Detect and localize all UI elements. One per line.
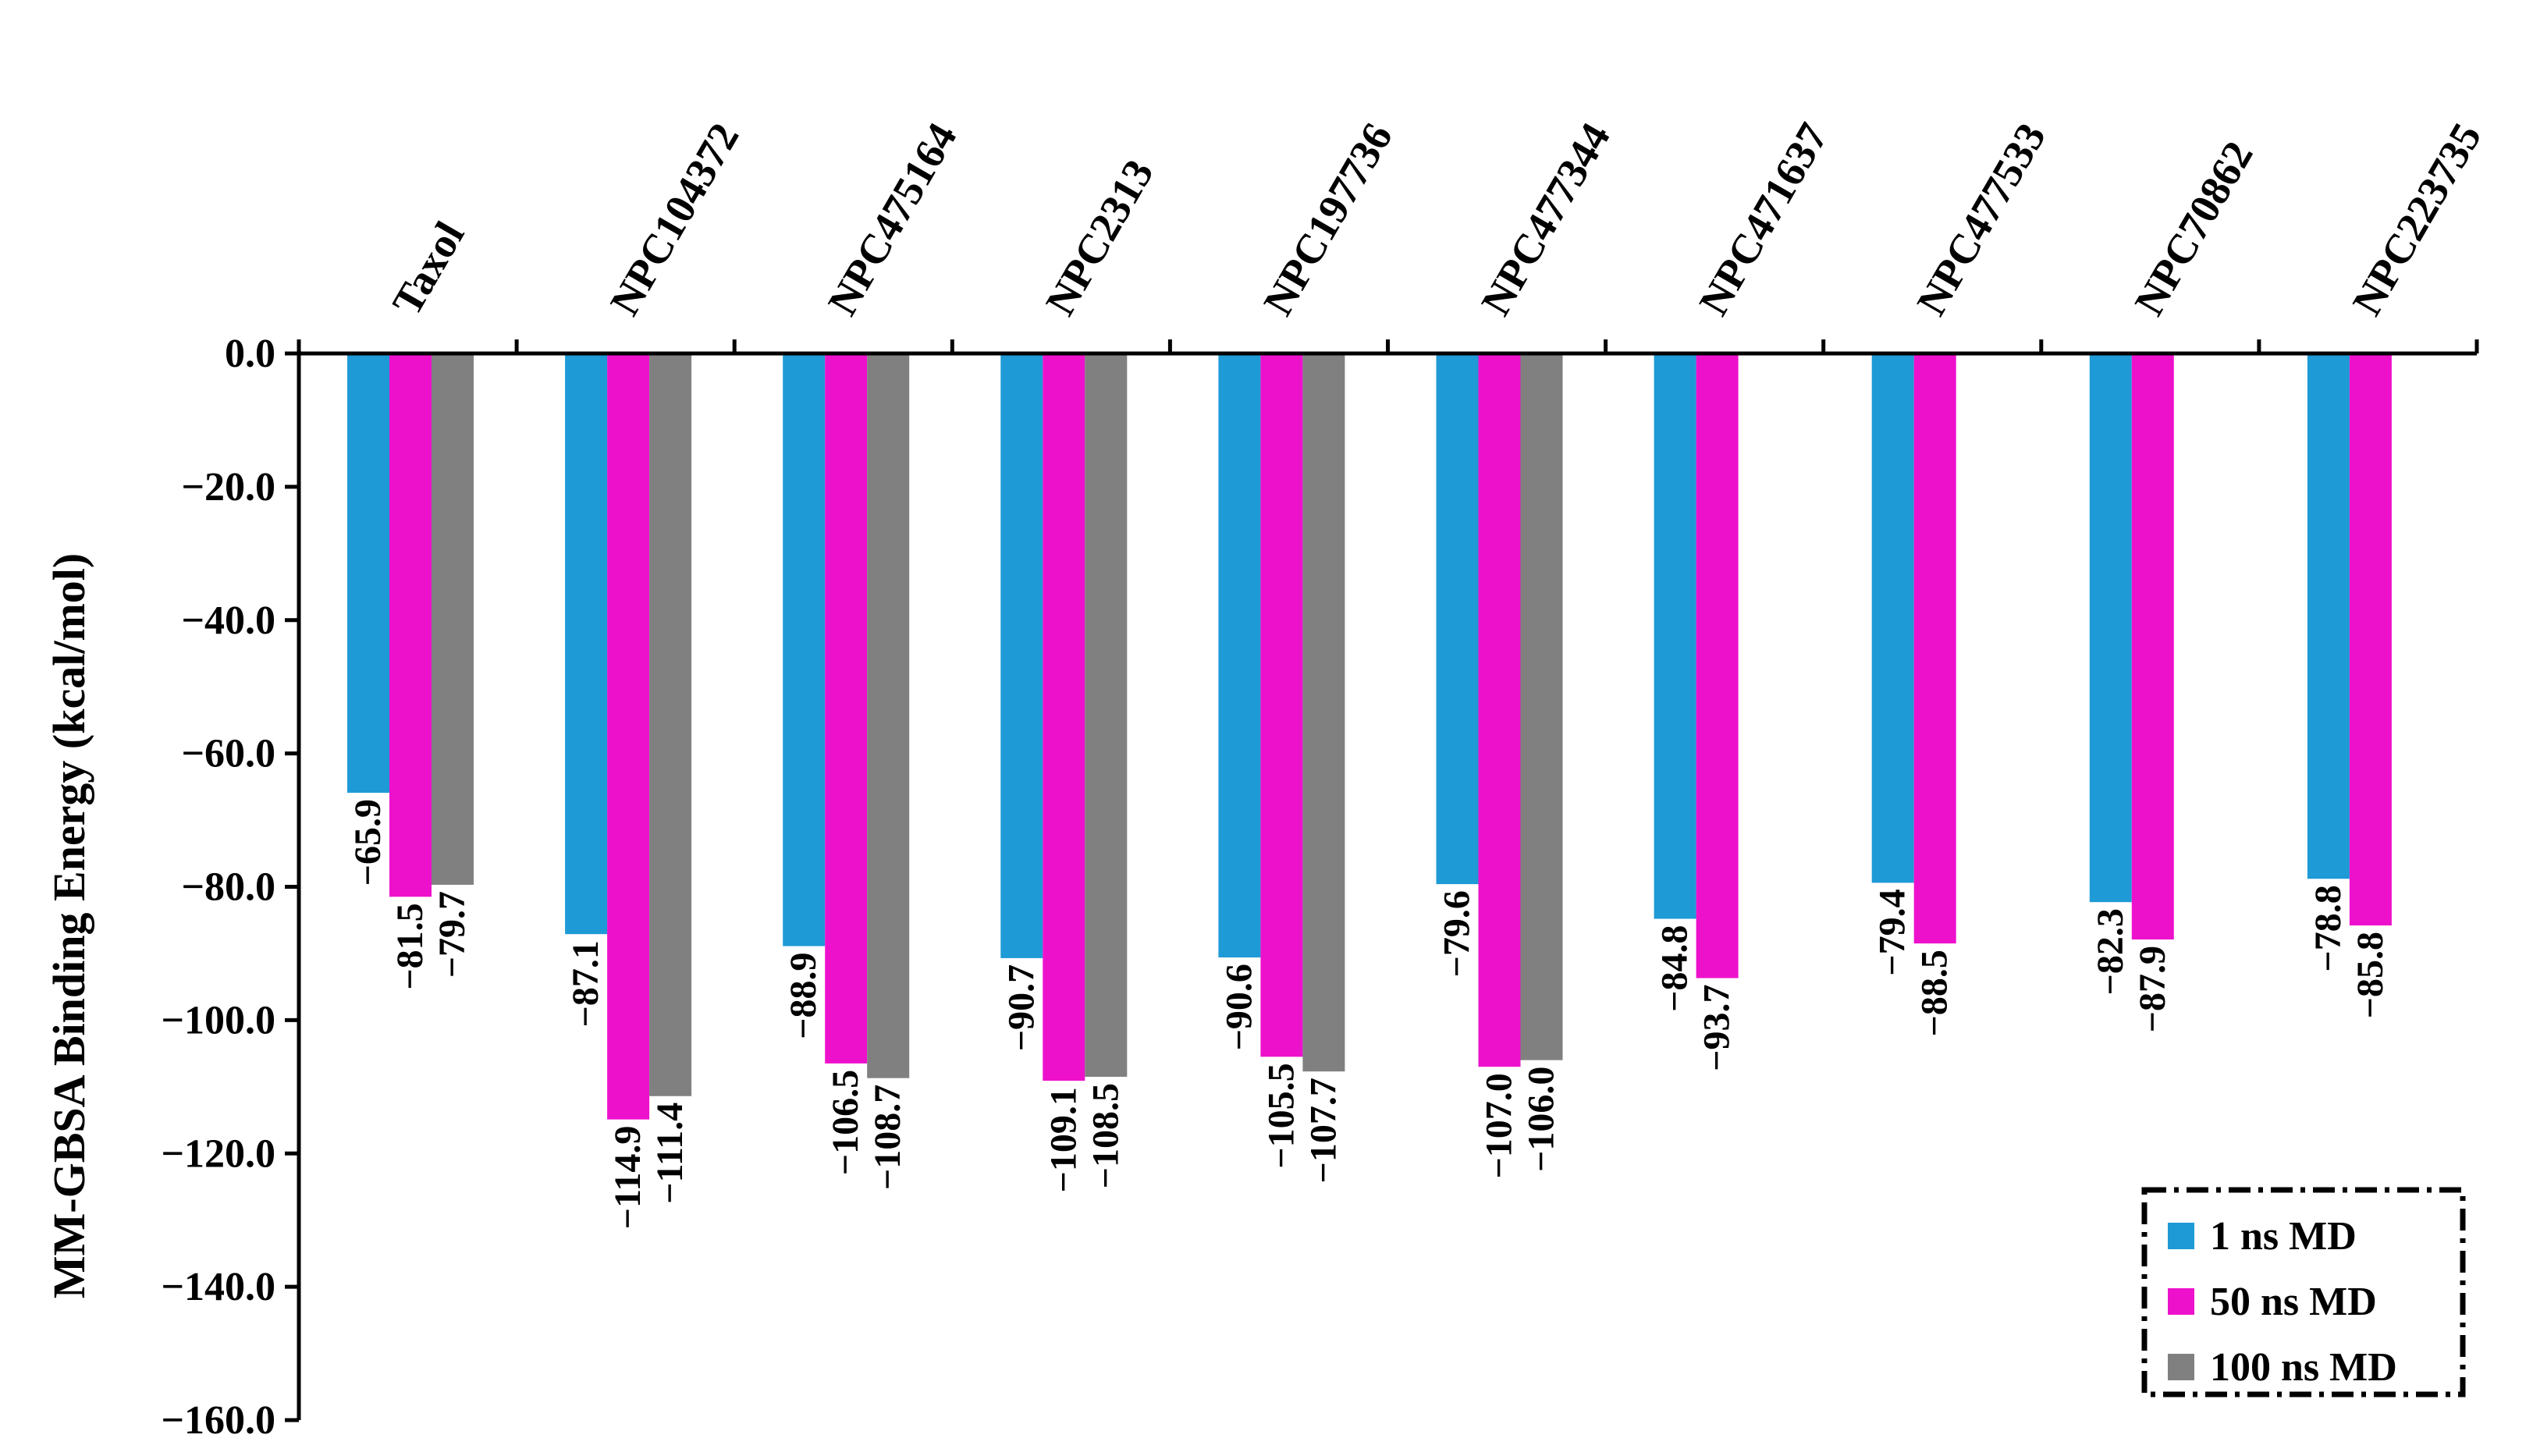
data-label: −90.7 (1000, 964, 1042, 1051)
data-label: −105.5 (1260, 1063, 1302, 1168)
data-label: −90.6 (1218, 964, 1259, 1050)
legend-swatch (2168, 1354, 2194, 1380)
y-tick-label: −160.0 (161, 1398, 275, 1443)
y-tick-label: −120.0 (161, 1131, 275, 1176)
data-label: −107.0 (1479, 1073, 1520, 1178)
bar-npc477533-0 (1871, 353, 1914, 883)
legend-swatch (2168, 1288, 2194, 1315)
legend-label: 50 ns MD (2210, 1280, 2377, 1324)
y-tick-label: −140.0 (161, 1265, 275, 1309)
y-tick-label: 0.0 (225, 332, 275, 376)
bar-npc477533-1 (1913, 353, 1956, 944)
legend: 1 ns MD 50 ns MD 100 ns MD (2141, 1187, 2466, 1397)
bar-npc477344-2 (1520, 353, 1563, 1060)
bar-npc477344-1 (1478, 353, 1521, 1067)
y-tick-label: −100.0 (161, 998, 275, 1042)
data-label: −87.9 (2132, 946, 2173, 1032)
data-label: −87.1 (565, 940, 606, 1027)
bar-npc197736-1 (1260, 353, 1303, 1057)
data-label: −114.9 (607, 1126, 648, 1230)
category-label: NPC471637 (1690, 115, 1837, 323)
bar-npc2313-1 (1043, 353, 1085, 1081)
legend-label: 100 ns MD (2210, 1345, 2397, 1390)
bar-taxol-0 (347, 353, 389, 794)
data-label: −85.8 (2350, 932, 2391, 1018)
data-label: −78.8 (2307, 885, 2349, 971)
bar-npc104372-1 (607, 353, 650, 1120)
data-label: −107.7 (1302, 1078, 1344, 1183)
category-label: NPC223735 (2343, 115, 2490, 323)
y-axis-title: MM-GBSA Binding Energy (kcal/mol) (44, 553, 94, 1298)
bar-npc70862-1 (2131, 353, 2174, 939)
bar-npc104372-2 (649, 353, 692, 1096)
data-label: −65.9 (347, 799, 389, 886)
y-tick-label: −60.0 (181, 732, 275, 776)
data-label: −88.9 (783, 953, 824, 1039)
bar-taxol-1 (389, 353, 432, 897)
bar-npc475164-0 (783, 353, 826, 946)
legend-label: 1 ns MD (2210, 1214, 2357, 1259)
category-label: NPC477344 (1472, 115, 1618, 323)
data-label: −79.6 (1437, 890, 1478, 977)
bar-npc477344-0 (1436, 353, 1479, 885)
bar-npc471637-0 (1654, 353, 1696, 919)
bar-taxol-2 (432, 353, 474, 885)
category-label: NPC477533 (1908, 115, 2055, 323)
data-label: −79.4 (1872, 889, 1913, 975)
data-label: −93.7 (1696, 985, 1738, 1071)
data-label: −79.7 (432, 891, 473, 978)
y-tick-label: −40.0 (181, 598, 275, 643)
bar-npc2313-0 (1000, 353, 1043, 958)
category-label: NPC70862 (2126, 133, 2262, 323)
legend-box (2141, 1187, 2466, 1397)
data-label: −109.1 (1043, 1087, 1084, 1192)
data-label: −81.5 (389, 903, 431, 989)
category-label: NPC2313 (1036, 151, 1162, 323)
bar-npc475164-1 (825, 353, 868, 1064)
legend-swatch (2168, 1223, 2194, 1249)
bar-npc197736-0 (1218, 353, 1261, 958)
data-label: −84.8 (1654, 925, 1696, 1012)
data-label: −111.4 (649, 1103, 691, 1204)
data-label: −106.5 (825, 1070, 866, 1175)
data-label: −108.5 (1085, 1083, 1126, 1188)
bar-npc70862-0 (2089, 353, 2132, 903)
data-label: −88.5 (1914, 950, 1956, 1036)
bar-npc223735-0 (2307, 353, 2350, 879)
bar-npc223735-1 (2349, 353, 2392, 926)
data-label: −106.0 (1521, 1067, 1562, 1172)
bar-npc2313-2 (1085, 353, 1128, 1077)
y-tick-label: −20.0 (181, 465, 275, 510)
data-label: −82.3 (2090, 908, 2131, 995)
bar-npc475164-2 (867, 353, 910, 1078)
y-tick-label: −80.0 (181, 865, 275, 910)
data-label: −108.7 (867, 1085, 908, 1190)
bar-npc104372-0 (565, 353, 608, 935)
data-labels-layer: −65.9−81.5 −79.7−87.1−114.9 −111.4−88.9−10… (347, 799, 2391, 1229)
category-label: NPC104372 (601, 115, 748, 323)
bar-npc197736-2 (1302, 353, 1345, 1072)
bars-layer (347, 353, 2392, 1120)
category-label: NPC197736 (1254, 115, 1401, 323)
category-label: NPC475164 (819, 115, 965, 323)
category-label: Taxol (383, 214, 474, 323)
bar-npc471637-1 (1696, 353, 1739, 978)
